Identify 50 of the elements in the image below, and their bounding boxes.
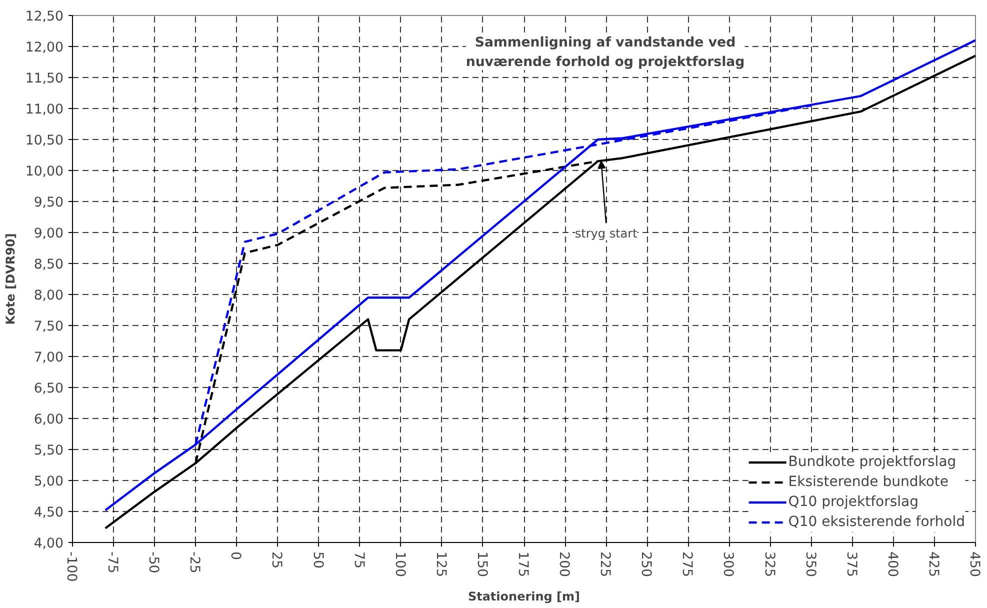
y-tick-label: 12,50 xyxy=(25,10,64,24)
x-tick-label: 250 xyxy=(638,552,654,577)
x-tick-label: 350 xyxy=(802,552,818,577)
x-axis-title: Stationering [m] xyxy=(468,590,580,604)
x-tick-label: 25 xyxy=(268,552,284,568)
x-tick-label: 275 xyxy=(679,552,694,577)
legend-label: Q10 eksisterende forhold xyxy=(788,514,965,530)
y-tick-label: 9,00 xyxy=(34,226,64,242)
y-tick-label: 9,50 xyxy=(34,196,64,210)
x-tick-label: 125 xyxy=(432,552,448,577)
y-tick-label: 10,00 xyxy=(25,164,64,180)
x-tick-label: 175 xyxy=(515,552,530,577)
y-tick-label: 7,50 xyxy=(34,320,64,334)
text: Sammenligning af vandstande ved nuværende forhold og projektforslag xyxy=(466,36,745,70)
y-tick-label: 6,50 xyxy=(34,382,64,396)
x-tick-label: 375 xyxy=(843,552,858,577)
x-tick-label: -100 xyxy=(64,552,78,582)
x-tick-label: 100 xyxy=(392,552,407,577)
annotation: stryg start xyxy=(574,226,638,240)
y-tick-label: 6,00 xyxy=(34,412,64,428)
y-tick-label: 5,00 xyxy=(34,474,64,490)
line-series xyxy=(194,104,812,446)
y-tick-label: 11,00 xyxy=(25,102,64,118)
x-tick-label: 200 xyxy=(556,552,572,577)
x-tick-label: 75 xyxy=(350,552,366,568)
x-tick-label: 325 xyxy=(761,552,776,577)
y-tick-label: 8,50 xyxy=(34,258,64,272)
x-tick-label: 450 xyxy=(966,552,982,577)
legend-label: Q10 projektforslag xyxy=(788,494,918,510)
y-tick-label: 5,50 xyxy=(34,444,64,458)
x-tick-label: 300 xyxy=(720,552,736,577)
y-tick-label: 4,00 xyxy=(34,536,64,552)
x-tick-label: -75 xyxy=(104,552,120,574)
x-tick-label: -25 xyxy=(186,552,202,574)
x-tick-label: -50 xyxy=(146,552,161,574)
legend-label: Bundkote projektforslag xyxy=(788,454,956,470)
x-tick-label: 425 xyxy=(925,552,940,577)
y-tick-label: 10,50 xyxy=(25,134,64,148)
y-axis-title: Kote [DVR90] xyxy=(3,233,18,325)
y-tick-label: 12,00 xyxy=(25,40,64,56)
y-tick-label: 4,50 xyxy=(34,506,64,520)
x-tick-label: 225 xyxy=(597,552,612,577)
y-tick-label: 8,00 xyxy=(34,288,64,304)
x-tick-label: 400 xyxy=(884,552,900,577)
y-tick-label: 7,00 xyxy=(34,350,64,366)
y-tick-label: 11,50 xyxy=(25,72,64,86)
legend-label: Eksisterende bundkote xyxy=(788,474,949,490)
x-tick-label: 50 xyxy=(310,552,325,568)
x-tick-label: 150 xyxy=(474,552,489,577)
x-tick-label: 0 xyxy=(228,552,243,560)
